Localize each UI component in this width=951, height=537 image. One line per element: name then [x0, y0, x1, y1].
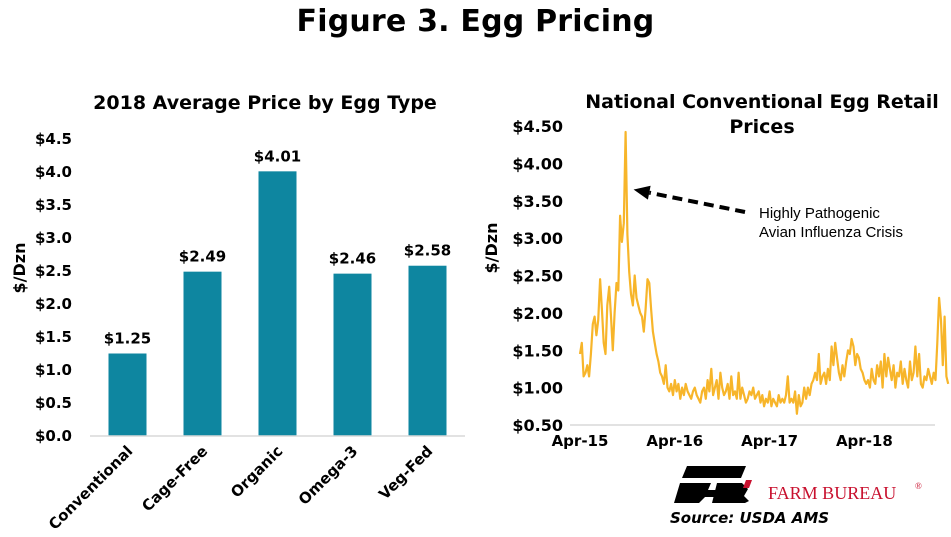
line-y-tick-label: $1.00	[512, 379, 563, 398]
bar-data-label: $2.49	[179, 248, 226, 266]
bar-y-tick-label: $2.0	[35, 295, 72, 313]
line-chart-title-line2: Prices	[729, 116, 794, 138]
avian-influenza-annotation: Highly Pathogenic Avian Influenza Crisis	[633, 185, 903, 241]
line-x-tick-label: Apr-15	[552, 432, 609, 450]
bar-y-tick-label: $3.0	[35, 229, 72, 247]
line-x-tick-label: Apr-16	[646, 432, 703, 450]
annotation-arrowhead-icon	[633, 185, 651, 200]
bar-x-tick-label: Organic	[227, 442, 286, 501]
bar-y-tick-label: $4.5	[35, 130, 72, 148]
bar-y-tick-label: $3.5	[35, 196, 72, 214]
bar-chart: 2018 Average Price by Egg Type $/Dzn $0.…	[10, 92, 465, 533]
bar-y-tick-label: $0.5	[35, 394, 72, 412]
bar-y-axis: $0.0 $0.5 $1.0 $1.5 $2.0 $2.5 $3.0 $3.5 $4.0 $4.5	[35, 130, 72, 445]
bar-y-tick-label: $0.0	[35, 427, 72, 445]
line-y-tick-label: $4.00	[512, 154, 563, 173]
bar-veg-fed	[408, 265, 447, 436]
farm-bureau-logo: FARM BUREAU ®	[674, 466, 922, 503]
farm-bureau-mark-icon	[674, 466, 752, 503]
line-y-tick-label: $4.50	[512, 117, 563, 136]
line-chart-ylabel: $/Dzn	[482, 223, 501, 274]
bar-chart-ylabel: $/Dzn	[10, 243, 29, 294]
farm-bureau-wordmark: FARM BUREAU	[768, 483, 896, 503]
line-y-tick-label: $2.00	[512, 304, 563, 323]
line-y-axis: $0.50 $1.00 $1.50 $2.00 $2.50 $3.00 $3.50 $4.00…	[512, 117, 563, 435]
bar-series: $1.25 $2.49 $4.01 $2.46 $2.58	[104, 147, 451, 436]
annotation-arrow	[648, 190, 746, 214]
bar-data-label: $4.01	[254, 147, 301, 165]
line-x-tick-label: Apr-17	[741, 432, 798, 450]
bar-cage-free	[183, 271, 222, 436]
bar-data-label: $2.46	[329, 250, 376, 268]
registered-mark: ®	[915, 481, 922, 491]
bar-x-axis: Conventional Cage-Free Organic Omega-3 Veg-F…	[45, 442, 436, 533]
bar-y-tick-label: $4.0	[35, 163, 72, 181]
bar-x-tick-label: Veg-Fed	[375, 442, 436, 503]
bar-data-label: $1.25	[104, 330, 151, 348]
bar-y-tick-label: $1.0	[35, 361, 72, 379]
bar-x-tick-label: Conventional	[45, 442, 136, 533]
bar-y-tick-label: $1.5	[35, 328, 72, 346]
source-note: Source: USDA AMS	[670, 509, 829, 527]
bar-conventional	[108, 353, 147, 436]
line-y-tick-label: $0.50	[512, 416, 563, 435]
annotation-text-line2: Avian Influenza Crisis	[759, 224, 903, 241]
line-y-tick-label: $1.50	[512, 341, 563, 360]
annotation-text-line1: Highly Pathogenic	[759, 205, 880, 222]
line-series-conventional-price	[578, 130, 950, 415]
bar-chart-title: 2018 Average Price by Egg Type	[93, 92, 437, 114]
line-x-tick-label: Apr-18	[836, 432, 893, 450]
bar-omega-3	[333, 273, 372, 436]
line-chart-title-line1: National Conventional Egg Retail	[585, 91, 939, 113]
page-title: Figure 3. Egg Pricing	[296, 4, 655, 39]
line-y-tick-label: $3.00	[512, 229, 563, 248]
bar-organic	[258, 171, 297, 436]
line-chart: National Conventional Egg Retail Prices …	[482, 91, 950, 450]
bar-y-tick-label: $2.5	[35, 262, 72, 280]
bar-x-tick-label: Cage-Free	[138, 442, 211, 515]
line-y-tick-label: $2.50	[512, 267, 563, 286]
bar-data-label: $2.58	[404, 242, 451, 260]
bar-x-tick-label: Omega-3	[295, 442, 362, 509]
line-x-axis: Apr-15 Apr-16 Apr-17 Apr-18	[552, 432, 893, 450]
line-y-tick-label: $3.50	[512, 192, 563, 211]
